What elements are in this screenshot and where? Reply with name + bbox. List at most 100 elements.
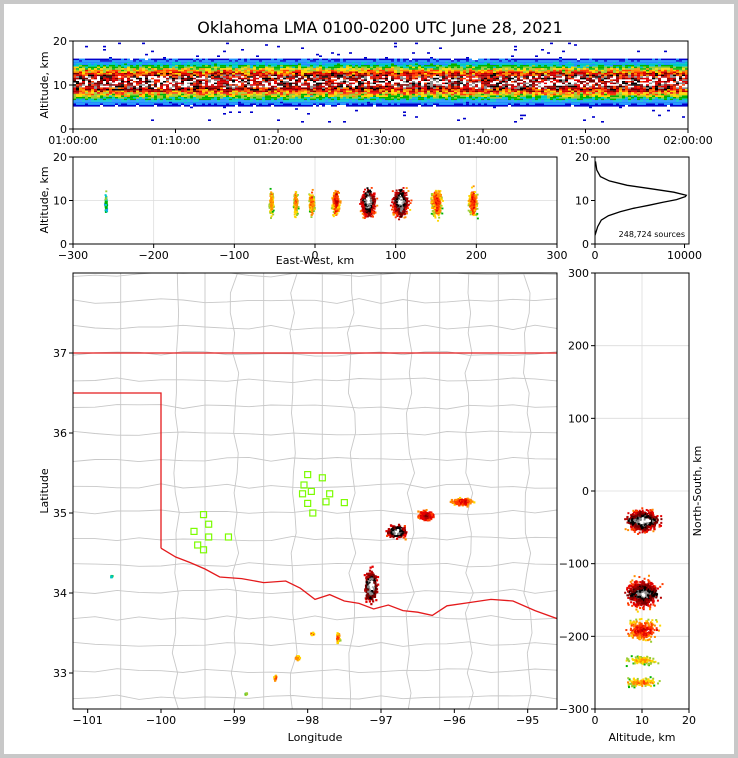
time-height-cell <box>463 103 466 105</box>
time-height-cell <box>133 63 136 65</box>
time-height-cell <box>511 84 514 86</box>
time-height-cell <box>373 71 376 73</box>
time-height-cell <box>79 81 82 83</box>
time-height-cell <box>394 100 397 102</box>
time-height-cell <box>376 87 379 89</box>
time-height-cell <box>94 97 97 99</box>
time-height-cell <box>493 69 496 72</box>
time-height-cell <box>454 95 457 97</box>
time-height-cell <box>220 89 223 91</box>
time-height-cell <box>427 76 430 78</box>
time-height-cell <box>208 84 211 86</box>
time-height-cell <box>151 81 154 83</box>
time-height-cell <box>397 58 400 61</box>
time-height-cell <box>136 93 139 96</box>
time-height-cell <box>331 61 334 64</box>
time-height-cell <box>385 71 388 73</box>
time-height-cell <box>256 82 259 85</box>
time-height-cell <box>472 84 475 86</box>
time-height-cell <box>88 84 91 86</box>
time-height-cell <box>553 77 556 80</box>
time-height-cell <box>331 105 334 107</box>
time-height-cell <box>463 58 466 61</box>
time-height-cell <box>97 85 100 88</box>
time-height-cell <box>100 101 103 104</box>
time-height-cell <box>400 68 403 70</box>
time-height-cell <box>199 92 202 94</box>
time-height-cell <box>259 103 262 105</box>
time-height-cell <box>286 69 289 72</box>
time-height-cell <box>343 87 346 89</box>
time-height-cell <box>157 65 160 67</box>
time-height-cell <box>127 60 130 62</box>
time-height-cell <box>295 95 298 97</box>
time-height-cell <box>181 97 184 99</box>
time-height-cell <box>415 68 418 70</box>
time-height-cell <box>274 95 277 97</box>
time-height-cell <box>349 68 352 70</box>
time-height-cell <box>229 103 232 105</box>
time-height-cell <box>493 97 496 99</box>
time-height-cell <box>469 60 472 62</box>
time-height-cell <box>223 69 226 72</box>
time-height-cell <box>124 61 127 64</box>
time-height-cell <box>478 89 481 91</box>
time-height-cell <box>277 77 280 80</box>
time-height-cell <box>229 84 232 86</box>
time-height-cell <box>430 68 433 70</box>
time-height-cell <box>550 89 553 91</box>
time-height-cell <box>565 87 568 89</box>
time-height-cell <box>181 74 184 77</box>
time-height-cell <box>352 69 355 72</box>
time-height-cell <box>133 105 136 107</box>
time-height-cell <box>469 105 472 107</box>
time-height-cell <box>283 85 286 88</box>
time-height-cell <box>91 84 94 86</box>
time-height-cell <box>439 81 442 83</box>
time-height-cell <box>361 84 364 86</box>
time-height-cell <box>541 58 544 61</box>
time-height-cell <box>268 92 271 94</box>
time-height-cell <box>196 92 199 94</box>
time-height-cell <box>550 84 553 86</box>
time-height-cell <box>457 63 460 65</box>
time-height-cell <box>106 85 109 88</box>
time-height-cell <box>229 71 232 73</box>
time-height-cell <box>379 97 382 99</box>
time-height-cell <box>538 61 541 64</box>
time-height-cell <box>493 81 496 83</box>
time-height-cell <box>451 60 454 62</box>
time-height-cell <box>262 68 265 70</box>
time-height-cell <box>430 69 433 72</box>
time-height-cell <box>514 68 517 70</box>
time-height-cell <box>220 103 223 105</box>
time-height-cell <box>520 66 523 69</box>
time-height-cell <box>280 100 283 102</box>
time-height-cell <box>490 69 493 72</box>
time-height-cell <box>298 69 301 72</box>
time-height-cell <box>115 85 118 88</box>
time-height-cell <box>547 60 550 62</box>
time-height-cell <box>352 89 355 91</box>
time-height-cell <box>259 66 262 69</box>
time-height-cell <box>400 58 403 61</box>
time-height-cell <box>253 103 256 105</box>
time-height-cell <box>373 97 376 99</box>
time-height-cell <box>235 92 238 94</box>
time-height-cell <box>235 85 238 88</box>
time-height-cell <box>544 68 547 70</box>
time-height-cell <box>457 90 460 93</box>
time-height-cell <box>271 89 274 91</box>
time-height-cell <box>142 76 145 78</box>
time-height-cell <box>229 82 232 85</box>
time-height-cell <box>364 68 367 70</box>
time-height-cell <box>457 85 460 88</box>
time-height-cell <box>205 100 208 102</box>
time-height-cell <box>298 79 301 81</box>
time-height-cell <box>178 76 181 78</box>
time-height-cell <box>562 73 565 75</box>
time-height-cell <box>130 93 133 96</box>
time-height-cell <box>163 105 166 107</box>
time-height-cell <box>550 87 553 89</box>
time-height-cell <box>178 95 181 97</box>
